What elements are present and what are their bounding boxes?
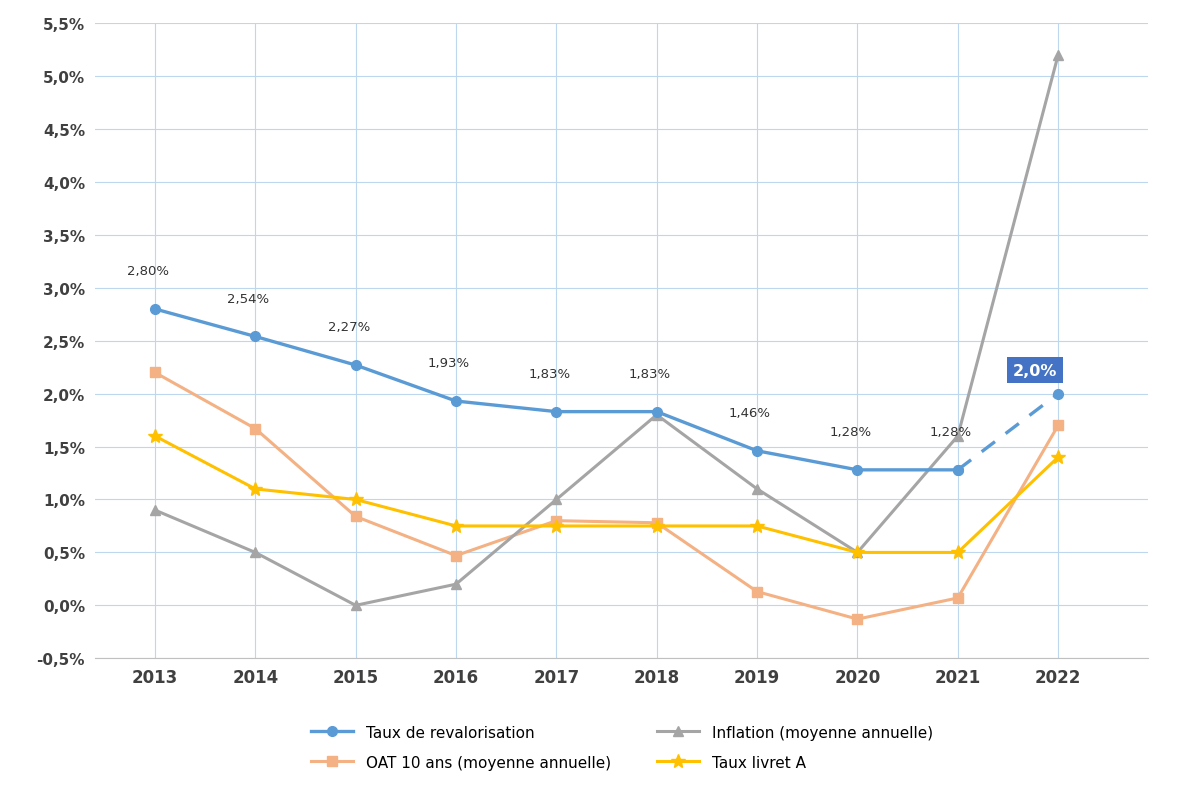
- Text: 2,80%: 2,80%: [127, 265, 169, 278]
- Text: 1,46%: 1,46%: [729, 406, 771, 419]
- Text: 1,83%: 1,83%: [629, 368, 671, 381]
- Text: 2,27%: 2,27%: [328, 321, 369, 334]
- Text: 1,93%: 1,93%: [427, 357, 470, 370]
- Legend: Taux de revalorisation, OAT 10 ans (moyenne annuelle), Inflation (moyenne annuel: Taux de revalorisation, OAT 10 ans (moye…: [303, 717, 940, 777]
- Text: 1,83%: 1,83%: [528, 368, 571, 381]
- Text: 2,0%: 2,0%: [1014, 363, 1057, 378]
- Text: 2,54%: 2,54%: [227, 292, 269, 305]
- Text: 1,28%: 1,28%: [929, 426, 972, 438]
- Text: 1,28%: 1,28%: [829, 426, 871, 438]
